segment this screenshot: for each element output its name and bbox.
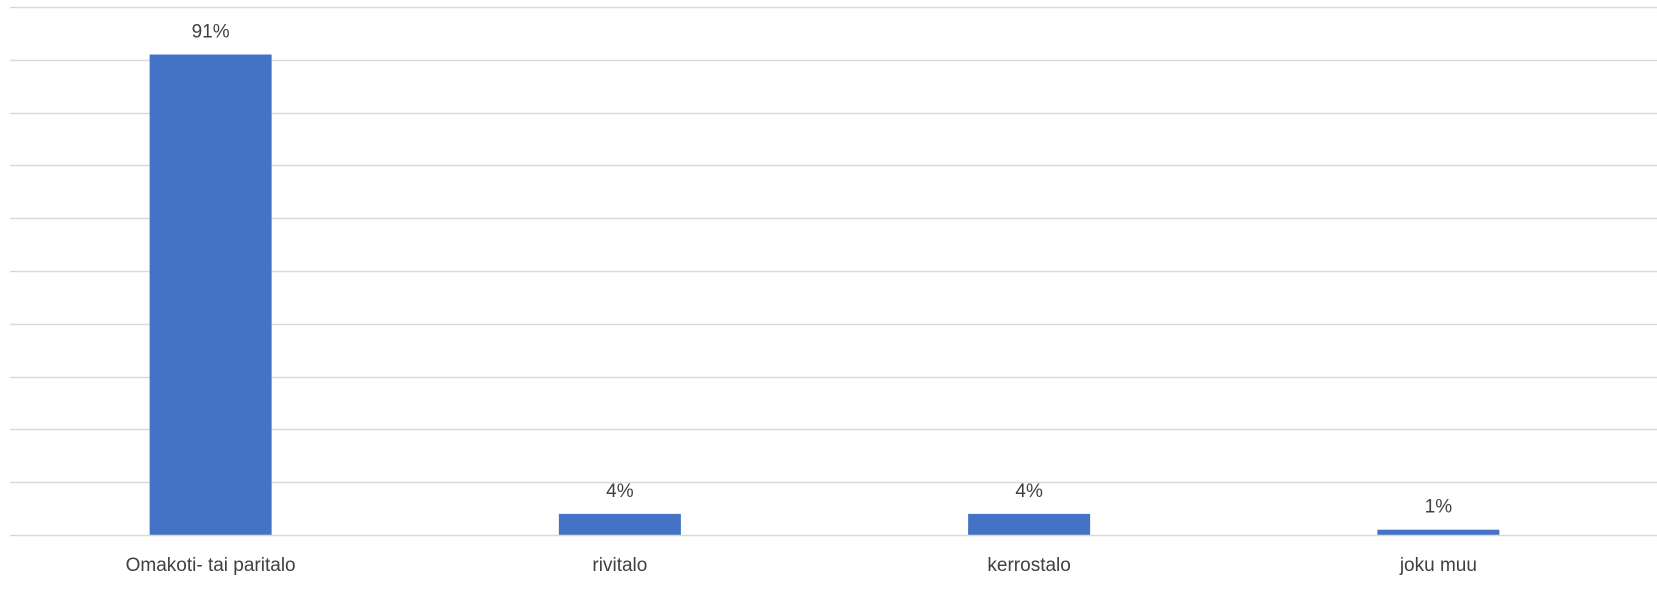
x-tick-label: joku muu (1399, 555, 1477, 576)
x-tick-label: rivitalo (592, 555, 647, 576)
bar (968, 513, 1091, 535)
x-tick-label: Omakoti- tai paritalo (126, 555, 296, 576)
bar (149, 54, 272, 536)
data-label: 1% (1425, 497, 1453, 518)
data-label: 4% (606, 481, 634, 502)
x-axis: Omakoti- tai paritalo rivitalo kerrostalo j… (10, 534, 1657, 576)
bar (1377, 529, 1500, 535)
bars (149, 54, 1500, 536)
data-label: 91% (192, 22, 230, 43)
bar (558, 513, 681, 535)
gridlines (10, 6, 1657, 484)
data-labels: 91% 4% 4% 1% (192, 22, 1453, 518)
x-tick-label: kerrostalo (987, 555, 1070, 576)
data-label: 4% (1015, 481, 1043, 502)
